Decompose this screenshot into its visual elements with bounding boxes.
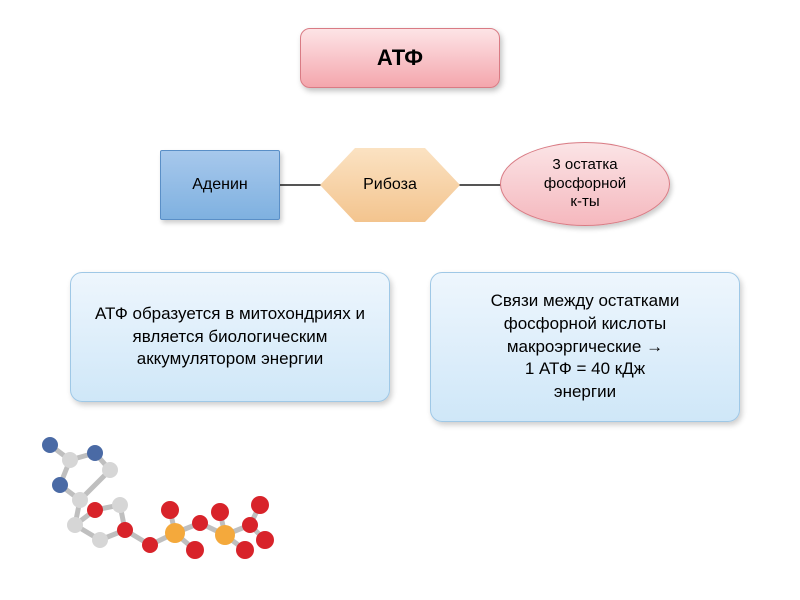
ribose-label: Рибоза bbox=[363, 176, 417, 194]
info-right-text: Связи между остатками фосфорной кислоты … bbox=[491, 290, 680, 405]
component-phosphate: 3 остатка фосфорной к-ты bbox=[500, 142, 670, 226]
adenine-label: Аденин bbox=[192, 176, 248, 194]
title-label: АТФ bbox=[377, 45, 423, 71]
phosphate-text: 3 остатка фосфорной к-ты bbox=[544, 156, 626, 212]
info-left-text: АТФ образуется в митохондриях и является… bbox=[89, 303, 371, 372]
molecule-svg bbox=[20, 415, 280, 585]
title-box: АТФ bbox=[300, 28, 500, 88]
component-adenine: Аденин bbox=[160, 150, 280, 220]
component-ribose: Рибоза bbox=[320, 148, 460, 222]
info-box-right: Связи между остатками фосфорной кислоты … bbox=[430, 272, 740, 422]
info-box-left: АТФ образуется в митохондриях и является… bbox=[70, 272, 390, 402]
molecule-model bbox=[20, 415, 280, 585]
